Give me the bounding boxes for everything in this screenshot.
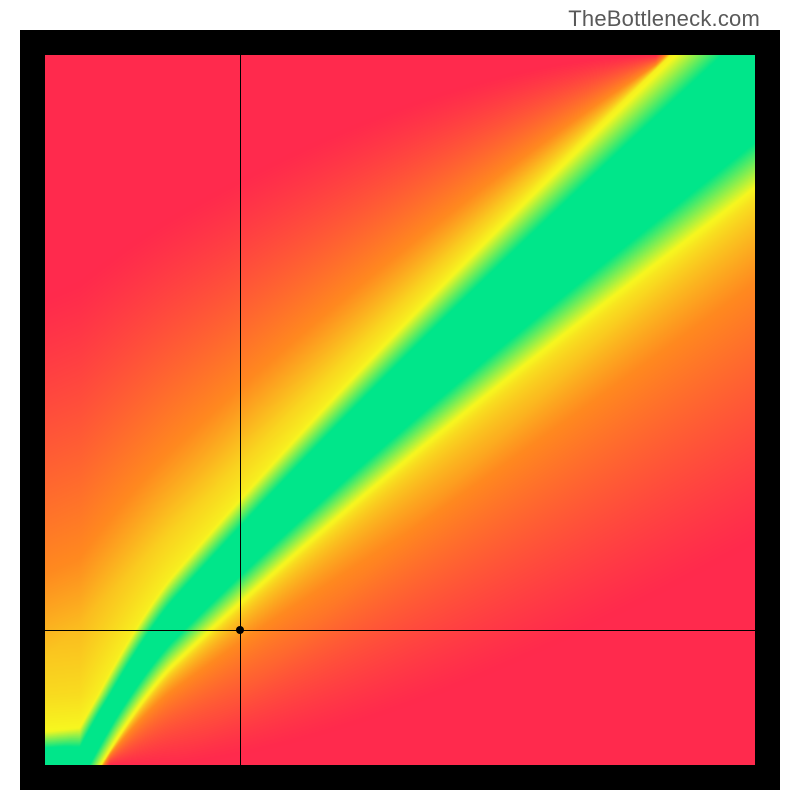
plot-area xyxy=(45,55,755,765)
crosshair-horizontal xyxy=(45,630,755,631)
crosshair-vertical xyxy=(240,55,241,765)
watermark-text: TheBottleneck.com xyxy=(568,6,760,32)
heatmap-canvas xyxy=(45,55,755,765)
crosshair-dot xyxy=(236,626,244,634)
root-container: TheBottleneck.com xyxy=(0,0,800,800)
